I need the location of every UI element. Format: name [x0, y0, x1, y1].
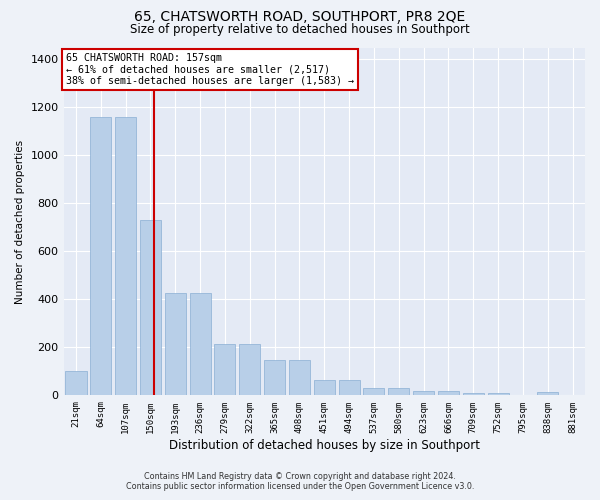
Bar: [413, 391, 434, 396]
Bar: [463, 393, 484, 396]
Bar: [438, 391, 459, 396]
Bar: [537, 392, 559, 396]
Bar: [388, 388, 409, 396]
Bar: [214, 344, 235, 396]
Bar: [140, 220, 161, 396]
Bar: [314, 380, 335, 396]
Bar: [239, 344, 260, 396]
X-axis label: Distribution of detached houses by size in Southport: Distribution of detached houses by size …: [169, 440, 480, 452]
Text: 65, CHATSWORTH ROAD, SOUTHPORT, PR8 2QE: 65, CHATSWORTH ROAD, SOUTHPORT, PR8 2QE: [134, 10, 466, 24]
Bar: [364, 388, 385, 396]
Text: 65 CHATSWORTH ROAD: 157sqm
← 61% of detached houses are smaller (2,517)
38% of s: 65 CHATSWORTH ROAD: 157sqm ← 61% of deta…: [66, 52, 354, 86]
Text: Contains HM Land Registry data © Crown copyright and database right 2024.
Contai: Contains HM Land Registry data © Crown c…: [126, 472, 474, 491]
Bar: [488, 393, 509, 396]
Bar: [65, 372, 86, 396]
Bar: [190, 294, 211, 396]
Bar: [289, 360, 310, 396]
Bar: [115, 117, 136, 396]
Text: Size of property relative to detached houses in Southport: Size of property relative to detached ho…: [130, 22, 470, 36]
Bar: [90, 117, 112, 396]
Bar: [338, 380, 359, 396]
Bar: [165, 294, 186, 396]
Y-axis label: Number of detached properties: Number of detached properties: [15, 140, 25, 304]
Bar: [264, 360, 285, 396]
